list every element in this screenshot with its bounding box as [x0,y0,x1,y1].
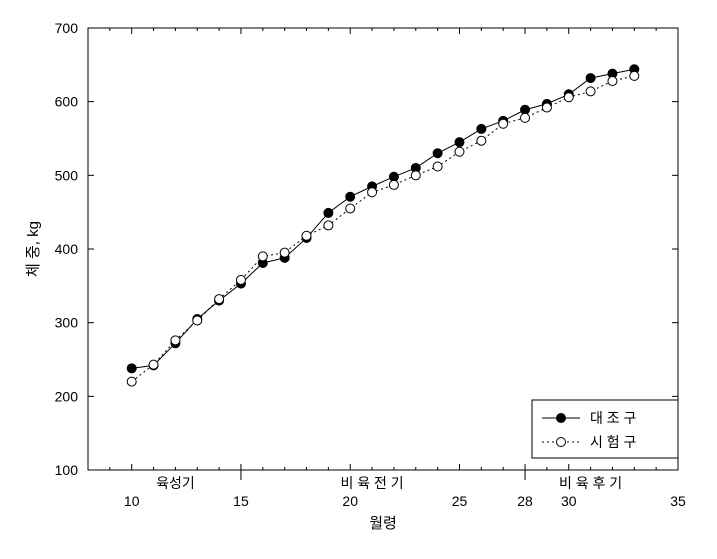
data-point [258,252,267,261]
data-point [586,74,595,83]
data-point [127,364,136,373]
data-point [477,136,486,145]
data-point [411,171,420,180]
series-line [132,76,635,382]
x-tick-label: 30 [561,493,577,509]
x-tick-label: 10 [124,493,140,509]
y-tick-label: 600 [55,94,79,110]
data-point [236,275,245,284]
data-point [149,360,158,369]
y-tick-label: 100 [55,462,79,478]
y-tick-label: 700 [55,20,79,36]
data-point [368,188,377,197]
data-point [608,77,617,86]
legend-label: 시 험 구 [590,434,637,450]
x-axis-label: 월령 [369,515,397,532]
data-point [324,208,333,217]
y-tick-label: 300 [55,315,79,331]
series-line [132,69,635,368]
x-tick-label: 15 [233,493,249,509]
x-tick-label: 20 [342,493,358,509]
data-point [280,248,289,257]
data-point [564,93,573,102]
data-point [389,180,398,189]
data-point [521,113,530,122]
data-point [215,295,224,304]
data-point [193,316,202,325]
x-tick-label: 25 [452,493,468,509]
phase-label: 육성기 [156,475,195,491]
data-point [302,231,311,240]
data-point [346,204,355,213]
data-point [455,147,464,156]
data-point [127,377,136,386]
data-point [477,124,486,133]
phase-label: 비 육 전 기 [340,475,403,491]
phase-label: 비 육 후 기 [559,475,622,491]
data-point [586,87,595,96]
x-tick-label: 35 [670,493,686,509]
data-point [499,119,508,128]
data-point [433,162,442,171]
chart-container: 100 200 300 400 500 600 700 10 15 20 25 28 30 35 육성기 비 … [0,0,717,559]
x-tick-label: 28 [517,493,533,509]
data-point [346,192,355,201]
data-point [324,221,333,230]
y-tick-label: 500 [55,167,79,183]
data-point [433,149,442,158]
legend-marker [557,438,566,447]
chart-svg: 100 200 300 400 500 600 700 10 15 20 25 28 30 35 육성기 비 … [0,0,717,559]
y-tick-label: 200 [55,388,79,404]
legend-label: 대 조 구 [590,410,637,426]
data-point [542,103,551,112]
y-axis-label: 체 중, kg [25,221,42,277]
legend-marker [557,414,566,423]
y-tick-label: 400 [55,241,79,257]
data-point [630,71,639,80]
data-point [455,138,464,147]
data-point [171,336,180,345]
